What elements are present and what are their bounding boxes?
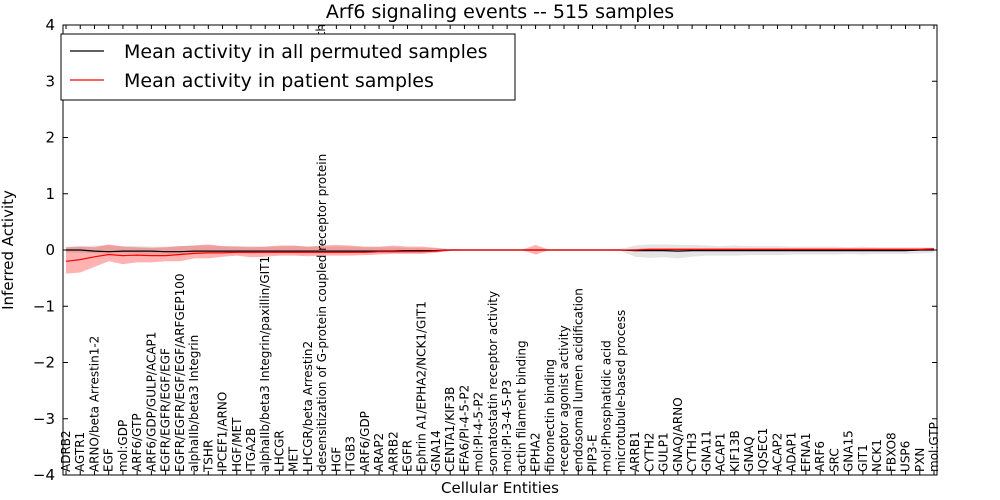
y-axis: −4 −3 −2 −1 0 1 2 3 4 (33, 16, 937, 484)
x-tick-label: ARAP2 (372, 433, 386, 472)
x-tick-label: desensitization of G-protein coupled rec… (315, 154, 329, 472)
x-tick-label: USP6 (899, 441, 913, 472)
x-axis: ADRB2 AGTR1 ARNO/beta Arrestin1-2 EGF mol:GD… (59, 25, 941, 475)
x-tick-label: ARF6/GDP (358, 411, 372, 472)
x-tick-label: CYTH3 (685, 433, 699, 473)
x-tick-label: GNA11 (699, 430, 713, 472)
legend-label-permuted: Mean activity in all permuted samples (124, 41, 487, 63)
x-tick-label: GNA14 (429, 430, 443, 472)
x-tick-label: Ephrin A1/EPHA2/NCK1/GIT1 (415, 301, 429, 472)
x-tick-label: ARF6/GTP (130, 413, 144, 472)
band-patient (66, 244, 934, 274)
x-tick-label: ACAP2 (771, 433, 785, 472)
x-tick-label: KIF13B (728, 430, 742, 472)
y-tick-label: 3 (45, 72, 55, 90)
chart-title: Arf6 signaling events -- 515 samples (326, 1, 674, 23)
x-tick-label: CYTH2 (642, 432, 656, 472)
x-tick-label: GNAQ (742, 436, 756, 472)
x-tick-label: NCK1 (870, 439, 884, 472)
x-tick-label: GNA15 (842, 430, 856, 472)
x-tick-label: HGF/MET (230, 417, 244, 472)
legend-label-patient: Mean activity in patient samples (124, 70, 434, 92)
x-tick-label: LHCGR/beta Arrestin2 (301, 341, 315, 472)
x-tick-label: EPHA2 (529, 432, 543, 472)
x-tick-label: alphaIIb/beta3 Integrin (187, 335, 201, 472)
band-permuted (66, 244, 934, 259)
x-tick-label: GNAQ/ARNO (671, 397, 685, 472)
y-tick-label: 4 (45, 16, 55, 34)
x-tick-label: AGTR1 (73, 432, 87, 472)
x-tick-label: ARF6/GDP/GULP/ACAP1 (144, 332, 158, 472)
x-tick-label: PXN (913, 448, 927, 472)
x-tick-label: actin filament binding (514, 340, 528, 472)
x-tick-label: PIP3-E (586, 434, 600, 472)
y-axis-label: Inferred Activity (0, 190, 17, 310)
y-tick-label: 2 (45, 129, 55, 147)
x-tick-label: ADAP1 (785, 432, 799, 472)
x-tick-label: ARNO/beta Arrestin1-2 (88, 336, 102, 472)
legend: Mean activity in all permuted samples Me… (60, 33, 516, 101)
x-tick-label: ITGA2B (244, 428, 258, 472)
x-axis-label: Cellular Entities (441, 479, 559, 497)
x-tick-label: mol:PI-3-4-5-P3 (500, 380, 514, 472)
x-tick-label: fibronectin binding (543, 359, 557, 472)
x-tick-label: EGFR/EGFR/EGF/EGF (159, 348, 173, 472)
x-tick-label: mol:PI-4-5-P2 (472, 392, 486, 472)
y-tick-label: 1 (45, 185, 55, 203)
y-tick-label: −4 (33, 466, 55, 484)
y-tick-label: −1 (33, 297, 55, 315)
x-tick-label: endosomal lumen acidification (571, 288, 585, 472)
x-tick-label: ARRB1 (628, 431, 642, 472)
series-lines (65, 248, 935, 262)
x-tick-label: EGF (102, 448, 116, 472)
x-tick-label: alphaIIb/beta3 Integrin/paxillin/GIT1 (258, 256, 272, 472)
x-tick-label: EGFR/EGFR/EGF/EGF/ARFGEP100 (173, 274, 187, 472)
x-tick-label: receptor agonist activity (557, 325, 571, 472)
x-tick-label: ADRB2 (59, 430, 73, 472)
x-tick-label: ARRB2 (386, 431, 400, 472)
x-tick-label: ITGB3 (344, 436, 358, 472)
line-patient (65, 248, 935, 262)
x-tick-label: EFA6/PI-4-5-P2 (457, 385, 471, 472)
y-tick-label: 0 (45, 241, 55, 259)
x-tick-label: TSHR (201, 440, 215, 473)
y-tick-label: −2 (33, 354, 55, 372)
x-tick-label: somatostatin receptor activity (486, 291, 500, 472)
x-tick-label: CENTA1/KIF3B (443, 387, 457, 472)
x-tick-label: LHCGR (272, 430, 286, 472)
x-tick-label: IPCEF1/ARNO (216, 392, 230, 472)
x-tick-label: GULP1 (657, 432, 671, 472)
x-tick-label: ACAP1 (714, 433, 728, 472)
x-tick-label: SRC (827, 448, 841, 472)
x-tick-label: mol:Phosphatidic acid (600, 340, 614, 472)
x-tick-label: HGF (329, 447, 343, 472)
x-tick-label: EFNA1 (799, 433, 813, 472)
x-tick-label: ARF6 (813, 441, 827, 472)
x-tick-label: EGFR (401, 440, 415, 472)
y-tick-label: −3 (33, 410, 55, 428)
x-tick-label: MET (287, 446, 301, 472)
x-tick-label: mol:GDP (116, 420, 130, 472)
legend-box (60, 33, 516, 101)
x-tick-label: IQSEC1 (756, 428, 770, 472)
x-tick-label: FBXO8 (884, 432, 898, 472)
x-tick-label: mol:GTP (927, 422, 941, 472)
x-tick-label: GIT1 (856, 444, 870, 472)
x-tick-label: microtubule-based process (614, 310, 628, 472)
confidence-bands (66, 244, 934, 274)
